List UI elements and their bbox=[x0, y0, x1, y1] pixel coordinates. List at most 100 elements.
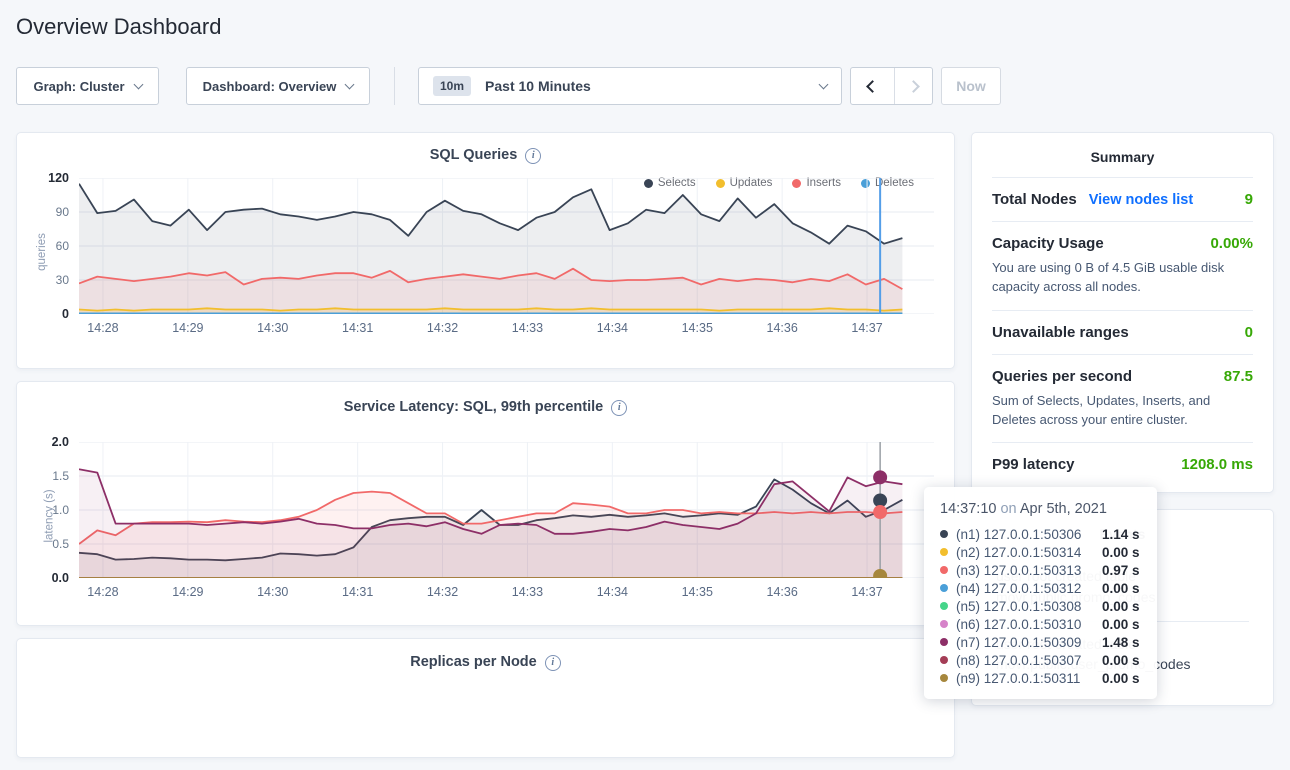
node-color-dot bbox=[940, 584, 948, 592]
node-latency-value: 1.48 s bbox=[1102, 634, 1140, 650]
node-color-dot bbox=[940, 530, 948, 538]
tooltip-row: (n1) 127.0.0.1:50306 1.14 s bbox=[940, 525, 1141, 543]
node-color-dot bbox=[940, 620, 948, 628]
legend-dot bbox=[792, 178, 802, 188]
node-color-dot bbox=[940, 656, 948, 664]
x-tick: 14:35 bbox=[681, 585, 713, 599]
summary-row-capacity: Capacity Usage 0.00% You are using 0 B o… bbox=[991, 221, 1253, 310]
x-tick: 14:36 bbox=[766, 321, 798, 335]
time-step-group bbox=[850, 67, 933, 105]
tooltip-row: (n5) 127.0.0.1:50308 0.00 s bbox=[940, 597, 1141, 615]
x-tick: 14:32 bbox=[426, 585, 459, 599]
legend-item-inserts: Inserts bbox=[792, 177, 841, 189]
info-icon[interactable]: i bbox=[525, 148, 542, 164]
chevron-left-icon bbox=[866, 79, 879, 93]
time-range-label: Past 10 Minutes bbox=[485, 78, 591, 94]
tooltip-row: (n8) 127.0.0.1:50307 0.00 s bbox=[940, 651, 1141, 669]
y-tick: 0.5 bbox=[52, 537, 69, 551]
summary-row-total-nodes: Total Nodes View nodes list 9 bbox=[991, 177, 1253, 221]
legend-label: Selects bbox=[657, 177, 696, 189]
y-tick: 30 bbox=[55, 273, 69, 287]
node-address: (n6) 127.0.0.1:50310 bbox=[956, 616, 1082, 632]
x-tick: 14:29 bbox=[172, 321, 204, 335]
legend-dot bbox=[860, 178, 870, 188]
x-tick: 14:37 bbox=[851, 585, 883, 599]
y-tick: 1.0 bbox=[52, 503, 69, 517]
time-range-badge: 10m bbox=[433, 76, 472, 96]
qps-value: 87.5 bbox=[1223, 367, 1253, 385]
chart-title: Service Latency: SQL, 99th percentile bbox=[343, 399, 604, 415]
total-nodes-label: Total Nodes bbox=[991, 191, 1077, 208]
now-button[interactable]: Now bbox=[941, 67, 1001, 105]
x-tick: 14:29 bbox=[172, 585, 204, 599]
dashboard-dropdown[interactable]: Dashboard: Overview bbox=[186, 67, 370, 105]
time-next-button[interactable] bbox=[894, 68, 932, 104]
legend-label: Updates bbox=[729, 177, 773, 189]
x-tick: 14:37 bbox=[851, 321, 883, 335]
legend-dot bbox=[643, 178, 653, 188]
tooltip-row: (n3) 127.0.0.1:50313 0.97 s bbox=[940, 561, 1141, 579]
x-tick: 14:31 bbox=[342, 321, 374, 335]
legend-item-deletes: Deletes bbox=[860, 177, 914, 189]
chart-title-row: SQL Queries i bbox=[17, 133, 954, 164]
x-tick: 14:35 bbox=[681, 321, 713, 335]
legend-label: Deletes bbox=[874, 177, 914, 189]
tooltip-time: 14:37:10 bbox=[940, 501, 997, 517]
y-tick: 60 bbox=[55, 239, 69, 253]
tooltip-rows: (n1) 127.0.0.1:50306 1.14 s (n2) 127.0.0.1… bbox=[940, 525, 1141, 687]
chevron-down-icon bbox=[133, 79, 143, 89]
node-color-dot bbox=[940, 602, 948, 610]
tooltip-row: (n6) 127.0.0.1:50310 0.00 s bbox=[940, 615, 1141, 633]
service-latency-plot[interactable]: latency (s) 0.0 0.5 1.0 1.5 2.0 14:28 14:29 14:… bbox=[44, 435, 934, 604]
node-latency-value: 0.00 s bbox=[1102, 544, 1140, 560]
chart-title-row: Service Latency: SQL, 99th percentile i bbox=[17, 382, 954, 416]
total-nodes-value: 9 bbox=[1244, 191, 1253, 208]
x-tick: 14:32 bbox=[426, 321, 459, 335]
info-icon[interactable]: i bbox=[544, 655, 561, 671]
y-tick: 0.0 bbox=[51, 571, 69, 585]
legend-dot bbox=[715, 178, 725, 188]
node-color-dot bbox=[940, 674, 948, 682]
y-axis-label: queries bbox=[35, 233, 48, 271]
summary-panel: Summary Total Nodes View nodes list 9 Ca… bbox=[970, 132, 1274, 494]
tooltip-row: (n9) 127.0.0.1:50311 0.00 s bbox=[940, 669, 1141, 687]
tooltip-row: (n2) 127.0.0.1:50314 0.00 s bbox=[940, 543, 1141, 561]
summary-row-qps: Queries per second 87.5 Sum of Selects, … bbox=[991, 353, 1253, 443]
charts-column: SQL Queries i Selects Updates Inserts De bbox=[16, 132, 955, 770]
qps-desc: Sum of Selects, Updates, Inserts, and De… bbox=[991, 392, 1211, 427]
capacity-desc: You are using 0 B of 4.5 GiB usable disk… bbox=[991, 260, 1225, 294]
node-color-dot bbox=[940, 566, 948, 574]
toolbar-divider bbox=[394, 67, 395, 105]
node-latency-value: 0.00 s bbox=[1102, 580, 1140, 596]
graph-dropdown[interactable]: Graph: Cluster bbox=[16, 67, 159, 105]
time-prev-button[interactable] bbox=[851, 68, 894, 104]
chart-title: SQL Queries bbox=[429, 147, 518, 163]
node-address: (n5) 127.0.0.1:50308 bbox=[956, 598, 1082, 614]
hover-tooltip: 14:37:10 on Apr 5th, 2021 (n1) 127.0.0.1… bbox=[924, 487, 1157, 699]
x-tick: 14:33 bbox=[511, 321, 544, 335]
view-nodes-list-link[interactable]: View nodes list bbox=[1088, 192, 1194, 208]
chevron-right-icon bbox=[907, 79, 920, 93]
node-latency-value: 0.00 s bbox=[1102, 616, 1140, 632]
tooltip-row: (n7) 127.0.0.1:50309 1.48 s bbox=[940, 633, 1141, 651]
legend-item-selects: Selects bbox=[643, 177, 696, 189]
y-tick: 1.5 bbox=[52, 469, 69, 483]
info-icon[interactable]: i bbox=[611, 400, 628, 416]
chevron-down-icon bbox=[344, 79, 355, 89]
node-address: (n9) 127.0.0.1:50311 bbox=[956, 670, 1081, 686]
sql-queries-plot[interactable]: queries 0 30 60 90 120 14:28 14:29 14:30 14:31 14… bbox=[36, 171, 934, 340]
x-tick: 14:31 bbox=[342, 585, 374, 599]
x-tick: 14:36 bbox=[766, 585, 798, 599]
node-color-dot bbox=[940, 548, 948, 556]
summary-heading: Summary bbox=[1090, 149, 1155, 165]
node-color-dot bbox=[940, 638, 948, 646]
x-tick: 14:28 bbox=[87, 321, 119, 335]
tooltip-title: 14:37:10 on Apr 5th, 2021 bbox=[940, 501, 1141, 517]
x-tick: 14:28 bbox=[87, 585, 119, 599]
chart-title-row: Replicas per Node i bbox=[17, 639, 954, 671]
unavailable-ranges-label: Unavailable ranges bbox=[991, 323, 1129, 341]
time-range-dropdown[interactable]: 10m Past 10 Minutes bbox=[418, 67, 842, 105]
summary-row-unavailable: Unavailable ranges 0 bbox=[991, 309, 1253, 354]
node-latency-value: 0.00 s bbox=[1102, 670, 1140, 686]
y-tick: 90 bbox=[55, 205, 69, 219]
